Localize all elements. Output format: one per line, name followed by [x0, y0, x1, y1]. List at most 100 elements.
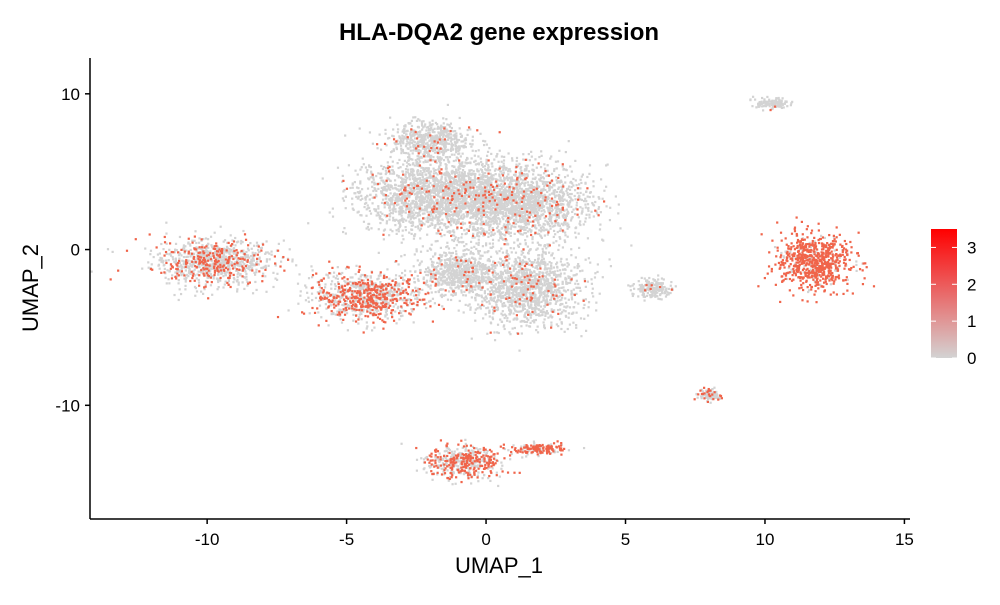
cell-point	[519, 167, 522, 170]
cell-point	[491, 238, 495, 241]
cell-point	[233, 278, 236, 281]
cell-point	[389, 289, 392, 293]
cell-point	[438, 159, 441, 163]
cell-point	[178, 288, 181, 291]
cell-point	[185, 249, 188, 252]
cell-point	[207, 251, 210, 254]
cell-point	[516, 186, 519, 189]
cell-point	[492, 201, 495, 204]
cell-point	[376, 147, 379, 150]
cell-point	[385, 189, 388, 192]
cell-point	[366, 195, 369, 198]
cell-point	[467, 206, 470, 210]
cell-point	[198, 253, 202, 256]
cell-point	[517, 213, 520, 216]
cell-point	[398, 318, 401, 321]
cell-point	[359, 310, 362, 314]
cell-point	[275, 278, 279, 281]
cell-point	[519, 215, 523, 219]
cell-point	[522, 210, 525, 213]
cell-point	[412, 169, 415, 173]
cell-point	[497, 201, 500, 204]
cell-point	[236, 290, 239, 293]
cell-point	[490, 203, 493, 206]
cell-point	[519, 227, 522, 230]
cell-point	[527, 152, 530, 156]
cell-point	[176, 266, 180, 269]
cell-point	[481, 208, 484, 211]
cell-point	[537, 221, 540, 224]
cell-point	[210, 274, 213, 278]
cell-point	[371, 185, 374, 188]
cell-point	[507, 215, 510, 218]
cell-point	[554, 224, 557, 227]
cell-point	[198, 254, 201, 257]
cell-point	[225, 251, 228, 254]
cell-point	[501, 180, 504, 183]
cell-point	[455, 223, 458, 226]
cell-point	[510, 208, 513, 211]
cell-point	[211, 293, 214, 296]
cell-point	[480, 160, 483, 164]
cell-point	[497, 168, 500, 171]
cell-point	[532, 195, 535, 198]
cell-point	[224, 273, 227, 276]
cell-point	[383, 284, 386, 287]
cell-point	[500, 155, 503, 158]
cell-point	[421, 179, 424, 182]
cell-point	[476, 196, 480, 199]
cell-point	[454, 193, 457, 196]
cell-point	[366, 225, 370, 229]
cell-point	[405, 208, 408, 211]
cell-point	[473, 214, 477, 218]
cell-point	[487, 167, 490, 170]
cell-point	[212, 277, 215, 280]
cell-point	[454, 236, 457, 239]
cell-point	[226, 257, 229, 260]
cell-point	[614, 195, 617, 198]
cell-point	[503, 234, 507, 237]
cell-point	[321, 177, 324, 180]
cell-point	[550, 206, 554, 210]
cell-point	[558, 174, 561, 177]
cell-point	[511, 178, 514, 181]
cell-point	[553, 199, 556, 202]
cell-point	[459, 208, 462, 211]
cell-point	[562, 168, 565, 171]
cell-point	[577, 232, 580, 235]
cell-point	[559, 200, 562, 203]
cell-point	[381, 192, 384, 195]
cell-point	[399, 139, 402, 143]
cell-point	[392, 286, 395, 289]
cell-point	[551, 199, 554, 203]
cell-point	[562, 191, 565, 194]
cell-point	[232, 248, 235, 251]
cell-point	[617, 212, 620, 215]
cell-point	[249, 269, 252, 272]
cell-point	[387, 293, 390, 296]
cell-point	[463, 206, 466, 209]
cell-point	[207, 238, 210, 241]
cell-point	[435, 161, 438, 164]
cell-point	[330, 283, 333, 286]
cell-point	[527, 196, 530, 199]
cell-point	[388, 188, 392, 191]
cell-point	[232, 281, 235, 284]
cell-point	[385, 309, 388, 313]
cell-point	[543, 163, 546, 166]
cell-point	[555, 211, 559, 214]
cell-point	[360, 188, 364, 191]
cell-point	[543, 167, 547, 170]
cell-point	[359, 288, 362, 291]
cell-point	[201, 259, 204, 262]
cell-point	[544, 251, 547, 254]
cell-point	[450, 184, 453, 187]
cell-point	[485, 202, 488, 205]
cell-point	[448, 230, 451, 233]
cell-point	[485, 154, 489, 157]
cell-point	[451, 203, 455, 206]
cell-point	[397, 176, 400, 179]
cell-point	[447, 173, 450, 176]
cell-point	[209, 235, 213, 238]
cell-point	[560, 185, 563, 188]
